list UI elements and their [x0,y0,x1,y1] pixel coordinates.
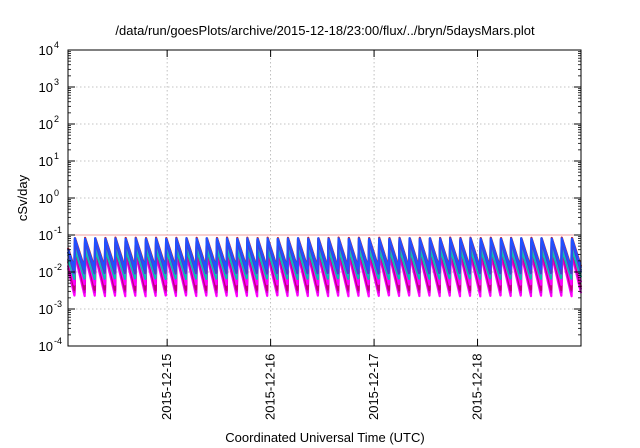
x-tick-label: 2015-12-15 [159,354,174,421]
y-tick-exponent: 3 [54,77,59,87]
series-line [66,237,583,271]
y-tick-label: 10 [39,80,53,95]
y-tick-label: 10 [39,191,53,206]
x-axis-label: Coordinated Universal Time (UTC) [225,430,424,445]
y-tick-exponent: -3 [54,299,62,309]
x-tick-label: 2015-12-16 [263,354,278,421]
axis-ticks [68,49,581,347]
y-tick-label: 10 [39,43,53,58]
series-line [66,248,583,280]
y-axis-label: cSv/day [15,174,30,221]
y-tick-label: 10 [39,228,53,243]
y-tick-exponent: 1 [54,151,59,161]
y-tick-exponent: -4 [54,336,62,346]
y-tick-label: 10 [39,265,53,280]
y-tick-exponent: -1 [54,225,62,235]
y-tick-exponent: 4 [54,40,59,50]
y-tick-label: 10 [39,117,53,132]
x-tick-label: 2015-12-18 [470,353,485,420]
y-tick-label: 10 [39,302,53,317]
y-tick-exponent: 2 [54,114,59,124]
series-group [66,236,583,298]
x-tick-labels: 2015-12-15 2015-12-16 2015-12-17 2015-12-18 [159,353,484,420]
y-tick-label: 10 [39,339,53,354]
y-tick-exponent: -2 [54,262,62,272]
chart-title: /data/run/goesPlots/archive/2015-12-18/2… [115,23,535,38]
y-tick-exponent: 0 [54,188,59,198]
x-tick-label: 2015-12-17 [366,354,381,421]
y-tick-label: 10 [39,154,53,169]
